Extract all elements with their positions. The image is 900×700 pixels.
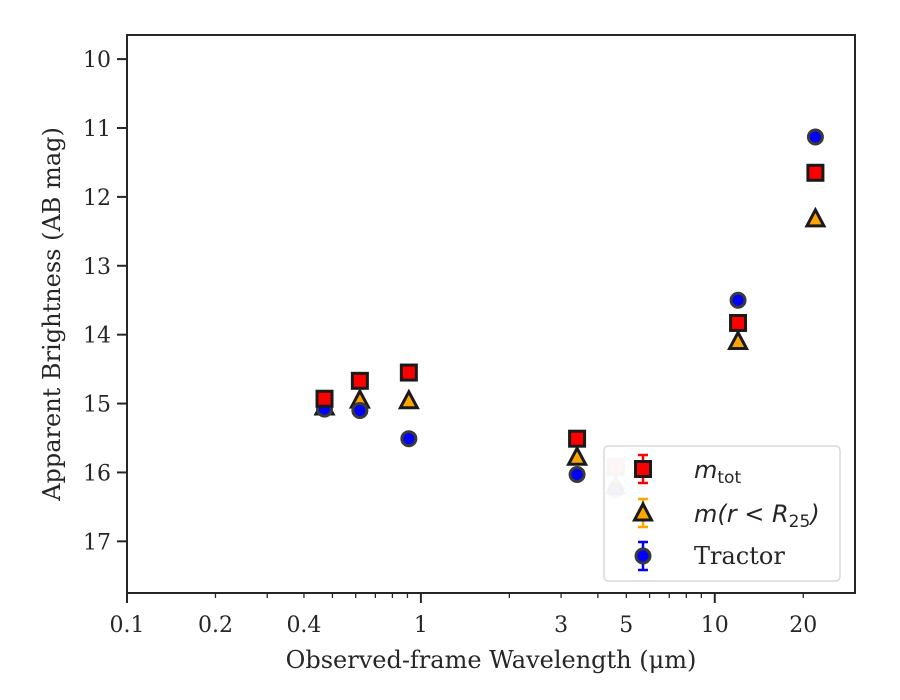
y-tick-label: 13 — [83, 255, 111, 280]
legend: mtot m(r < R25) Tractor — [603, 445, 841, 582]
data-point — [729, 313, 748, 332]
series-square — [315, 163, 825, 476]
data-point — [315, 389, 334, 408]
legend-label: mtot — [694, 456, 741, 488]
y-tick-label: 17 — [83, 530, 111, 555]
x-axis-label: Observed-frame Wavelength (μm) — [286, 646, 697, 674]
data-point — [566, 445, 589, 466]
data-point — [804, 206, 827, 228]
legend-label: m(r < R25) — [694, 500, 820, 532]
data-point — [729, 291, 747, 309]
legend-marker — [634, 547, 652, 565]
x-tick-label: 3 — [554, 613, 568, 638]
plot-frame — [126, 34, 856, 594]
y-tick-label: 15 — [83, 393, 111, 418]
legend-label: Tractor — [694, 542, 785, 570]
x-tick-label: 0.1 — [110, 613, 145, 638]
data-point — [727, 329, 750, 351]
data-point — [568, 429, 587, 448]
data-point — [351, 401, 369, 419]
y-tick-label: 16 — [83, 461, 111, 486]
y-tick-label: 11 — [83, 117, 111, 142]
x-tick-label: 10 — [701, 613, 729, 638]
x-tick-label: 0.4 — [286, 613, 321, 638]
x-tick-label: 0.2 — [198, 613, 233, 638]
y-axis-label: Apparent Brightness (AB mag) — [38, 127, 66, 502]
legend-marker — [632, 500, 654, 522]
data-point — [399, 363, 418, 382]
data-point — [568, 466, 586, 484]
y-tick-label: 14 — [83, 324, 111, 349]
data-point — [806, 128, 824, 146]
legend-entry: Tractor — [634, 540, 785, 572]
data-point — [806, 163, 825, 182]
y-tick-label: 12 — [83, 186, 111, 211]
plot-area — [313, 128, 827, 499]
data-point — [350, 371, 369, 390]
legend-marker — [634, 460, 652, 478]
y-tick-label: 10 — [83, 48, 111, 73]
data-point — [397, 388, 420, 410]
legend-entry: m(r < R25) — [632, 497, 820, 532]
data-point — [400, 430, 418, 448]
legend-entry: mtot — [634, 453, 741, 488]
legend-box — [603, 445, 841, 582]
x-tick-label: 20 — [789, 613, 817, 638]
x-tick-label: 5 — [619, 613, 633, 638]
x-tick-label: 1 — [414, 613, 428, 638]
